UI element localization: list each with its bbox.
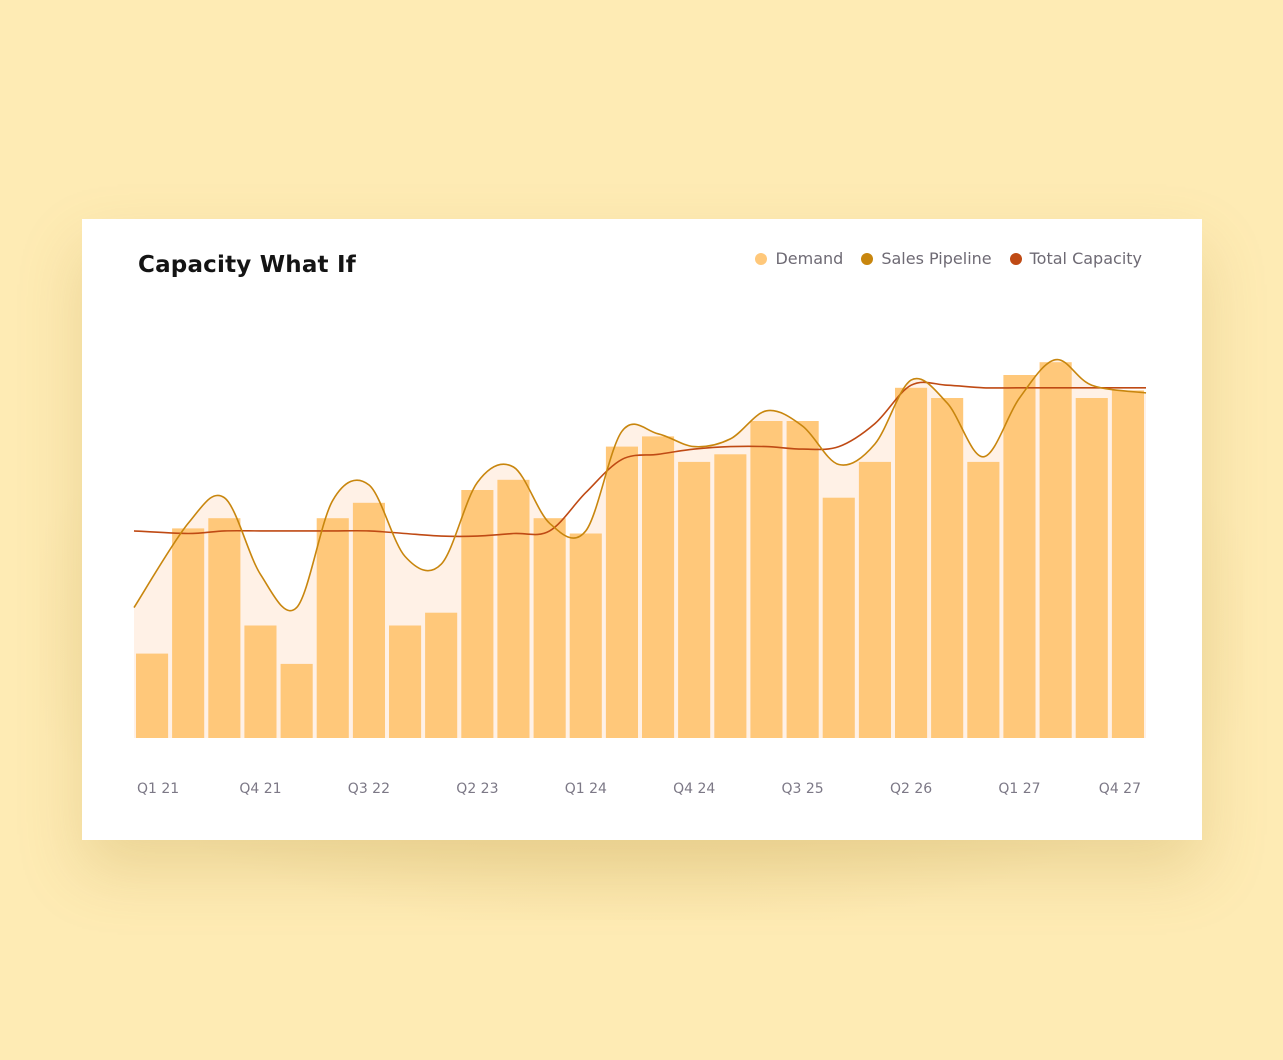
x-tick-label: Q2 26 [890, 781, 932, 797]
demand-bar [569, 533, 602, 738]
chart-plot: Q1 21 Q4 21 Q3 22 Q2 23 Q1 24 Q4 24 Q3 25 Q2 26… [133, 358, 1147, 797]
total-capacity-line [133, 381, 1146, 538]
demand-bar [208, 518, 241, 738]
demand-bar [678, 461, 711, 738]
demand-bar [533, 518, 566, 738]
x-tick-label: Q2 23 [456, 781, 498, 797]
demand-bar [1111, 390, 1144, 738]
demand-bar [642, 436, 675, 738]
demand-bar [750, 421, 783, 738]
legend-dot-sales-pipeline [861, 252, 874, 265]
demand-bar [605, 446, 638, 738]
x-tick-label: Q3 25 [781, 781, 823, 797]
demand-bar [858, 461, 891, 738]
demand-bar [389, 625, 422, 738]
x-tick-label: Q3 22 [348, 781, 390, 797]
demand-bar [1003, 375, 1036, 738]
sales-pipeline-area [134, 359, 1146, 738]
legend-label-sales-pipeline: Sales Pipeline [881, 249, 992, 268]
chart-card: Capacity What If Demand Sales Pipeline T… [82, 219, 1202, 840]
demand-bar [136, 653, 169, 738]
legend-item-sales-pipeline[interactable]: Sales Pipeline [861, 249, 992, 268]
legend-item-demand[interactable]: Demand [755, 249, 843, 268]
x-tick-label: Q1 24 [565, 781, 607, 797]
demand-bar [461, 490, 494, 738]
demand-bar [822, 497, 855, 738]
demand-bar [352, 502, 385, 738]
demand-bar [895, 387, 928, 738]
x-tick-label: Q4 27 [1099, 781, 1141, 797]
demand-bar [497, 479, 530, 738]
demand-bar [931, 398, 964, 738]
chart-title: Capacity What If [138, 252, 356, 278]
demand-bar [1039, 362, 1072, 738]
demand-bar [280, 663, 313, 738]
demand-bar [714, 454, 747, 738]
legend-dot-total-capacity [1009, 252, 1022, 265]
legend-item-total-capacity[interactable]: Total Capacity [1009, 249, 1142, 268]
chart-legend: Demand Sales Pipeline Total Capacity [755, 249, 1142, 268]
sales-pipeline-line [133, 358, 1147, 612]
x-tick-label: Q4 21 [239, 781, 281, 797]
x-tick-label: Q4 24 [673, 781, 715, 797]
legend-label-demand: Demand [775, 249, 844, 268]
x-tick-label: Q1 27 [998, 781, 1040, 797]
demand-bar [172, 528, 205, 738]
demand-bar [786, 421, 819, 738]
x-tick-label: Q1 21 [137, 781, 179, 797]
demand-bar [967, 461, 1000, 738]
demand-bar [1075, 398, 1108, 738]
demand-bar [316, 518, 349, 738]
demand-bar [244, 625, 277, 738]
demand-bar [425, 612, 458, 738]
legend-label-total-capacity: Total Capacity [1029, 249, 1142, 268]
legend-dot-demand [755, 252, 768, 265]
